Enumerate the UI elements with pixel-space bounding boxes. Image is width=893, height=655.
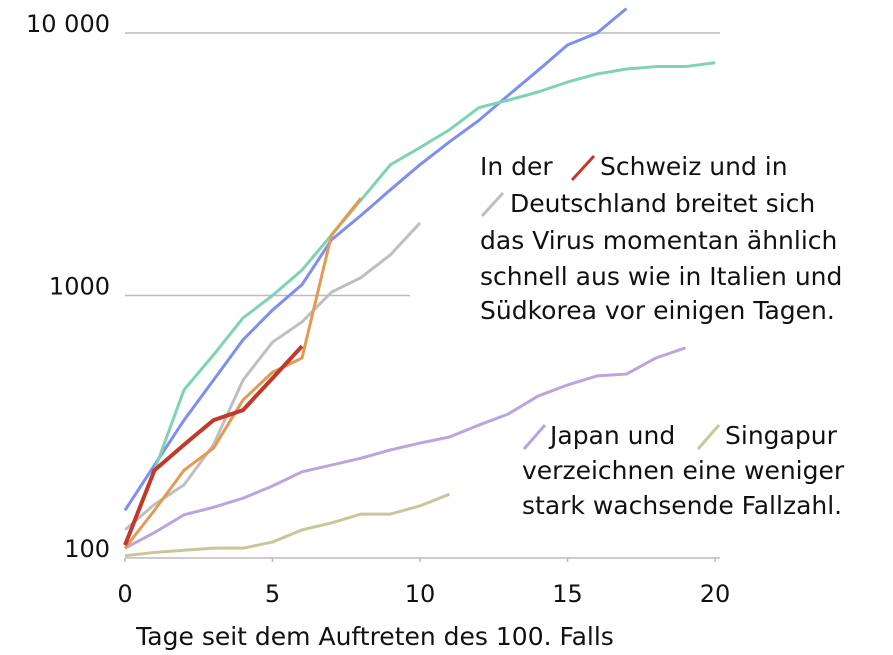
legend-icon bbox=[570, 154, 596, 182]
x-tick-label: 20 bbox=[700, 580, 731, 608]
annotation-text: stark wachsende Fallzahl. bbox=[522, 491, 842, 520]
series-line bbox=[124, 492, 451, 558]
annotation: In der Schweiz und in Deutschland breite… bbox=[480, 152, 842, 325]
annotation-text: Deutschland breitet sich bbox=[510, 189, 815, 218]
annotation: Japan und Singapur verzeichnen eine weni… bbox=[522, 421, 845, 520]
series-line bbox=[123, 61, 716, 546]
annotation-text: das Virus momentan ähnlich bbox=[480, 226, 837, 255]
series-line bbox=[123, 197, 363, 550]
annotation-background bbox=[410, 140, 893, 330]
series-line bbox=[123, 7, 628, 512]
series-line bbox=[124, 346, 686, 550]
annotation-text: Japan und bbox=[548, 421, 675, 450]
y-tick-label: 100 bbox=[64, 535, 110, 563]
annotation-text: Südkorea vor einigen Tagen. bbox=[480, 296, 835, 325]
lines bbox=[123, 7, 716, 558]
x-axis-label: Tage seit dem Auftreten des 100. Falls bbox=[135, 622, 614, 651]
annotation-text: verzeichnen eine weniger bbox=[522, 456, 845, 485]
legend-icon bbox=[522, 424, 547, 450]
annotation-text: Schweiz und in bbox=[600, 152, 788, 181]
annotation-text: schnell aus wie in Italien und bbox=[480, 262, 842, 291]
series-line bbox=[123, 344, 304, 546]
series-line bbox=[124, 221, 422, 531]
annotation-text: In der bbox=[480, 152, 553, 181]
legend-icon bbox=[696, 424, 721, 450]
annotation-text: Singapur bbox=[725, 421, 838, 450]
y-tick-label: 1000 bbox=[49, 273, 110, 301]
y-tick-label: 10 000 bbox=[26, 10, 110, 38]
legend-icon bbox=[480, 191, 505, 218]
x-tick-label: 0 bbox=[117, 580, 132, 608]
x-tick-label: 10 bbox=[405, 580, 436, 608]
x-tick-label: 5 bbox=[265, 580, 280, 608]
x-tick-label: 15 bbox=[552, 580, 583, 608]
